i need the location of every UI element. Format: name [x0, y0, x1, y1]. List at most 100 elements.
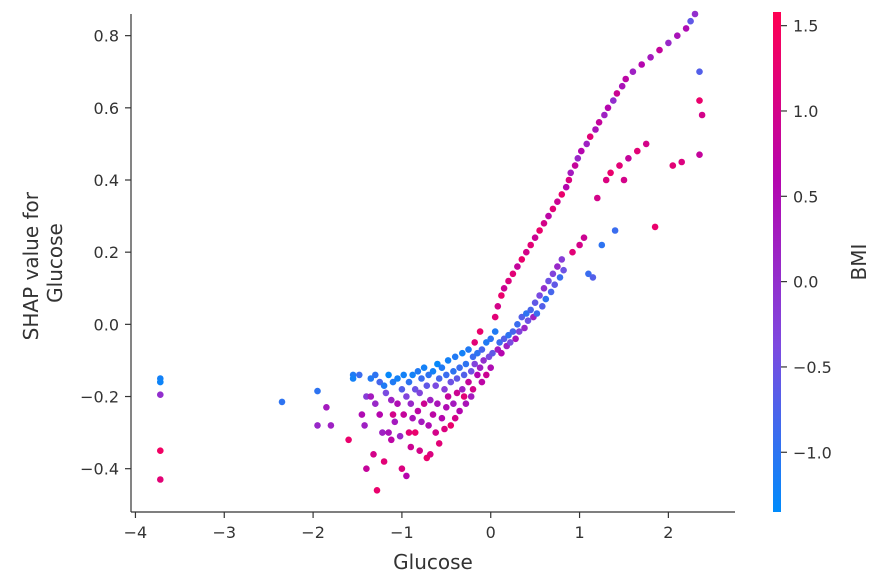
scatter-point: [556, 274, 564, 281]
scatter-point: [388, 436, 395, 444]
scatter-point: [425, 371, 432, 379]
scatter-point: [447, 422, 455, 429]
scatter-point: [314, 422, 321, 429]
scatter-point: [382, 389, 390, 397]
scatter-point: [414, 368, 422, 375]
scatter-point: [545, 212, 552, 220]
scatter-point: [363, 465, 370, 473]
scatter-point: [478, 346, 486, 353]
scatter-point: [586, 133, 594, 140]
y-ticks: −0.4 −0.2 0.0 0.2 0.4 0.6 0.8: [80, 27, 131, 479]
scatter-point: [549, 205, 557, 213]
scatter-point: [487, 335, 495, 343]
scatter-point: [460, 371, 468, 379]
scatter-point: [610, 97, 617, 104]
scatter-point: [540, 285, 548, 292]
scatter-point: [420, 364, 428, 372]
colorbar-gradient: [773, 12, 781, 512]
x-tick-label: 1: [574, 523, 584, 542]
scatter-point: [669, 162, 677, 169]
scatter-point: [388, 396, 395, 404]
scatter-point: [314, 387, 321, 395]
scatter-point: [687, 17, 694, 25]
scatter-point: [434, 360, 441, 368]
scatter-point: [370, 451, 377, 458]
scatter-point: [405, 378, 413, 386]
x-tick-label: 0: [486, 523, 496, 542]
scatter-point: [483, 339, 490, 346]
scatter-point: [425, 422, 432, 429]
scatter-point: [429, 368, 437, 375]
scatter-point: [691, 10, 699, 18]
scatter-point: [389, 378, 397, 386]
scatter-point: [396, 432, 404, 440]
scatter-point: [157, 447, 164, 455]
scatter-point: [429, 411, 437, 418]
scatter-point: [373, 487, 381, 494]
scatter-point: [622, 75, 629, 83]
scatter-point: [489, 349, 496, 357]
colorbar: −1.0 −0.5 0.0 0.5 1.0 1.5 BMI: [773, 12, 871, 512]
y-tick-label: 0.4: [94, 171, 119, 190]
scatter-point: [507, 339, 514, 346]
scatter-point: [594, 194, 601, 202]
scatter-point: [580, 234, 588, 241]
scatter-point: [323, 404, 330, 411]
scatter-point: [459, 349, 466, 357]
scatter-point: [651, 223, 659, 231]
scatter-point: [674, 32, 681, 39]
scatter-point: [491, 328, 499, 335]
scatter-point: [456, 364, 463, 372]
scatter-point: [416, 447, 424, 455]
scatter-point: [665, 39, 672, 47]
scatter-point: [414, 407, 422, 415]
scatter-point: [531, 299, 539, 307]
x-axis-label: Glucose: [393, 550, 473, 574]
scatter-point: [491, 313, 499, 321]
scatter-point: [451, 414, 459, 422]
scatter-point: [278, 398, 286, 406]
scatter-point: [514, 263, 521, 270]
scatter-point: [620, 176, 628, 184]
scatter-point: [536, 227, 543, 234]
scatter-point: [465, 378, 472, 386]
scatter-point: [509, 270, 517, 278]
scatter-point: [533, 310, 541, 317]
scatter-point: [416, 389, 424, 397]
scatter-point: [385, 371, 392, 379]
scatter-point: [595, 119, 603, 126]
scatter-point: [496, 339, 503, 346]
scatter-point: [476, 328, 484, 335]
scatter-point: [460, 393, 468, 400]
scatter-point: [698, 111, 706, 119]
scatter-point: [549, 270, 557, 278]
scatter-point: [441, 425, 448, 433]
scatter-point: [554, 198, 561, 205]
scatter-point: [558, 256, 566, 263]
scatter-point: [521, 324, 528, 332]
y-axis-label-line-2: Glucose: [43, 223, 67, 303]
scatter-point: [523, 310, 530, 317]
scatter-point: [592, 126, 599, 133]
scatter-point: [435, 440, 443, 447]
scatter-point: [420, 400, 428, 408]
y-axis-label-line-1: SHAP value for: [19, 191, 43, 340]
scatter-point: [574, 155, 582, 162]
x-tick-label: −1: [390, 523, 414, 542]
scatter-point: [411, 386, 419, 393]
scatter-point: [380, 382, 388, 390]
scatter-point: [500, 335, 508, 343]
scatter-point: [427, 396, 434, 404]
colorbar-ticks: −1.0 −0.5 0.0 0.5 1.0 1.5: [781, 17, 832, 462]
scatter-point: [500, 285, 508, 292]
scatter-point: [465, 346, 472, 353]
scatter-point: [409, 414, 416, 422]
scatter-point: [567, 169, 574, 177]
scatter-point: [607, 169, 614, 177]
scatter-point: [578, 147, 585, 155]
scatter-point: [157, 378, 164, 386]
y-axis-label: SHAP value for Glucose: [19, 186, 67, 341]
scatter-point: [642, 140, 650, 148]
scatter-point: [453, 389, 461, 397]
